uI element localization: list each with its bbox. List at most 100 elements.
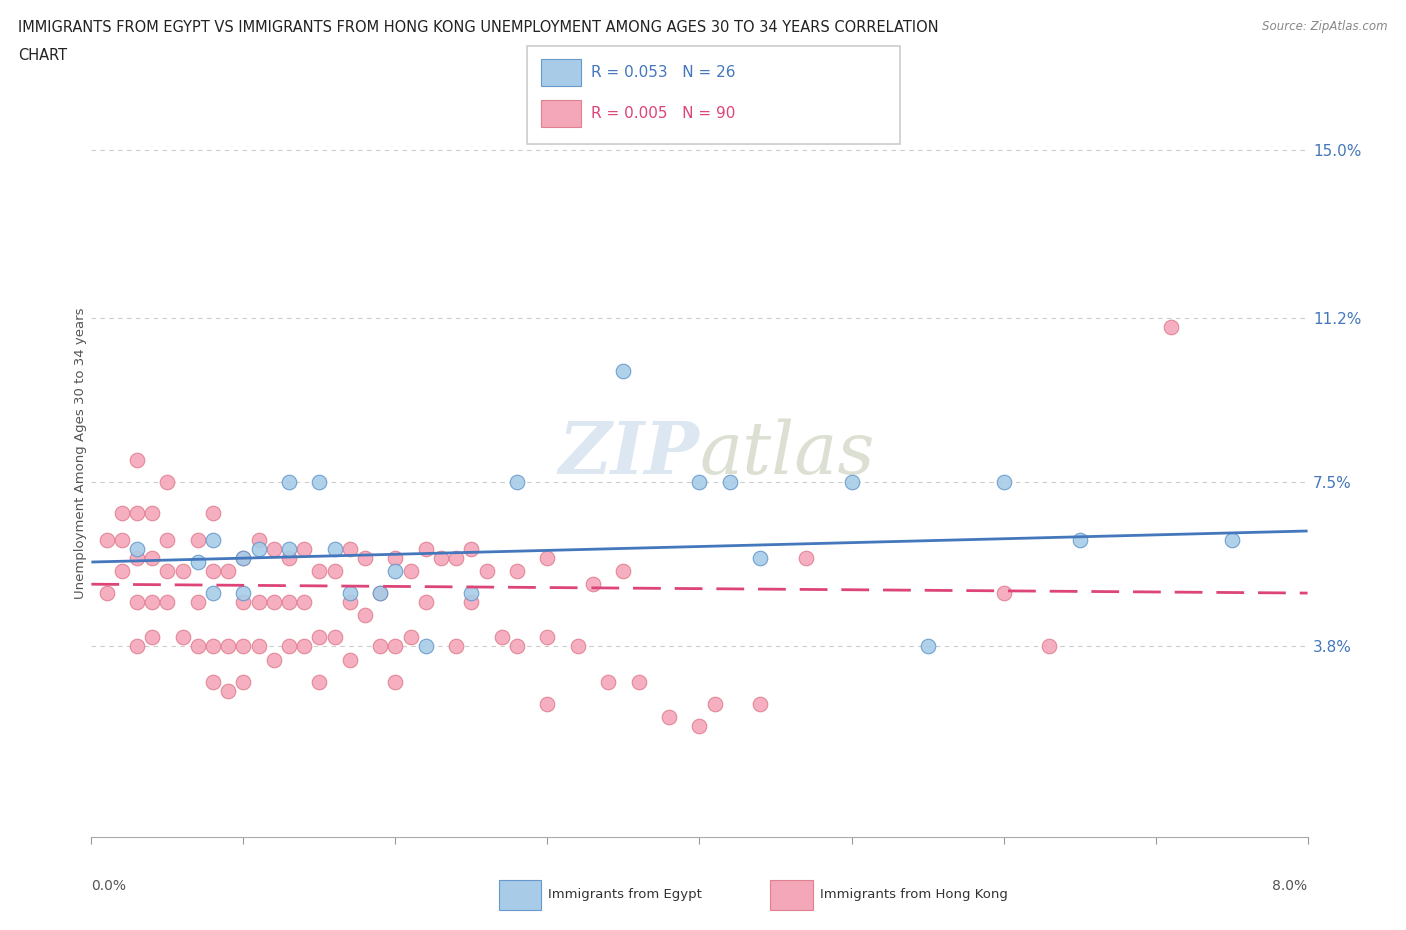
Point	[612, 564, 634, 578]
Point	[993, 474, 1015, 489]
Point	[415, 541, 437, 556]
Point	[156, 474, 179, 489]
Point	[688, 719, 710, 734]
Y-axis label: Unemployment Among Ages 30 to 34 years: Unemployment Among Ages 30 to 34 years	[73, 308, 87, 599]
Point	[506, 564, 529, 578]
Text: Immigrants from Egypt: Immigrants from Egypt	[548, 888, 702, 901]
Point	[1069, 532, 1091, 547]
Point	[384, 639, 406, 654]
Point	[172, 630, 194, 644]
Point	[232, 674, 254, 689]
Point	[444, 639, 467, 654]
Point	[172, 564, 194, 578]
Point	[232, 639, 254, 654]
Point	[263, 652, 285, 667]
Point	[718, 474, 741, 489]
Text: 8.0%: 8.0%	[1272, 879, 1308, 893]
Point	[841, 474, 863, 489]
Point	[749, 697, 772, 711]
Point	[96, 586, 118, 601]
Point	[384, 674, 406, 689]
Point	[308, 474, 330, 489]
Point	[368, 586, 391, 601]
Point	[308, 564, 330, 578]
Point	[415, 639, 437, 654]
Point	[125, 551, 148, 565]
Point	[125, 506, 148, 521]
Point	[399, 630, 422, 644]
Point	[612, 364, 634, 379]
Point	[247, 532, 270, 547]
Point	[339, 586, 361, 601]
Point	[536, 551, 558, 565]
Point	[794, 551, 817, 565]
Point	[202, 586, 225, 601]
Point	[202, 639, 225, 654]
Text: R = 0.005   N = 90: R = 0.005 N = 90	[591, 106, 735, 121]
Point	[202, 506, 225, 521]
Point	[125, 594, 148, 609]
Point	[141, 594, 163, 609]
Point	[384, 551, 406, 565]
Point	[141, 506, 163, 521]
Point	[247, 594, 270, 609]
Point	[354, 608, 377, 623]
Point	[187, 594, 209, 609]
Point	[506, 639, 529, 654]
Text: CHART: CHART	[18, 48, 67, 63]
Point	[1038, 639, 1060, 654]
Point	[491, 630, 513, 644]
Point	[141, 551, 163, 565]
Point	[232, 551, 254, 565]
Point	[308, 674, 330, 689]
Point	[323, 564, 346, 578]
Point	[202, 674, 225, 689]
Point	[156, 532, 179, 547]
Point	[582, 577, 605, 591]
Point	[415, 594, 437, 609]
Point	[247, 541, 270, 556]
Point	[202, 564, 225, 578]
Point	[187, 532, 209, 547]
Point	[339, 594, 361, 609]
Text: Source: ZipAtlas.com: Source: ZipAtlas.com	[1263, 20, 1388, 33]
Point	[536, 697, 558, 711]
Point	[444, 551, 467, 565]
Point	[141, 630, 163, 644]
Point	[125, 453, 148, 468]
Point	[460, 586, 482, 601]
Point	[278, 474, 301, 489]
Text: ZIP: ZIP	[558, 418, 699, 489]
Text: R = 0.053   N = 26: R = 0.053 N = 26	[591, 65, 735, 80]
Point	[688, 474, 710, 489]
Point	[323, 541, 346, 556]
Point	[156, 564, 179, 578]
Point	[111, 564, 134, 578]
Point	[202, 532, 225, 547]
Point	[263, 594, 285, 609]
Point	[475, 564, 498, 578]
Point	[460, 594, 482, 609]
Point	[384, 564, 406, 578]
Point	[598, 674, 620, 689]
Point	[749, 551, 772, 565]
Point	[323, 630, 346, 644]
Point	[96, 532, 118, 547]
Point	[354, 551, 377, 565]
Point	[917, 639, 939, 654]
Point	[187, 554, 209, 569]
Point	[278, 541, 301, 556]
Point	[993, 586, 1015, 601]
Point	[658, 710, 681, 724]
Point	[368, 639, 391, 654]
Point	[187, 639, 209, 654]
Point	[156, 594, 179, 609]
Point	[460, 541, 482, 556]
Point	[125, 639, 148, 654]
Point	[278, 639, 301, 654]
Point	[292, 639, 315, 654]
Point	[232, 594, 254, 609]
Point	[125, 541, 148, 556]
Point	[292, 541, 315, 556]
Point	[263, 541, 285, 556]
